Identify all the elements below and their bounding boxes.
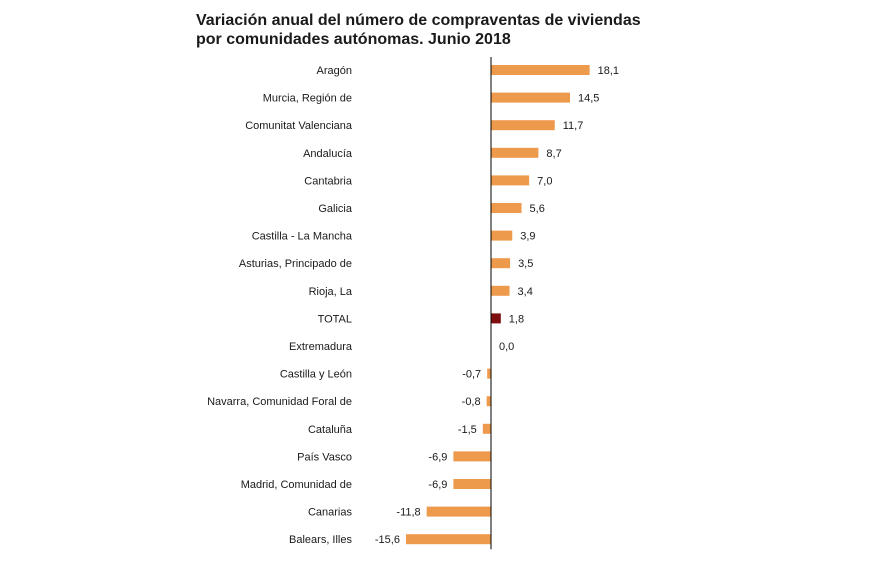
bar-cantabria xyxy=(491,175,530,186)
bars-layer xyxy=(405,65,590,545)
category-label-murcia-region-de: Murcia, Región de xyxy=(263,93,352,105)
value-label-andalucia: 8,7 xyxy=(546,148,561,160)
category-label-pais-vasco: País Vasco xyxy=(297,451,352,463)
bar-madrid-comunidad-de xyxy=(453,479,491,489)
value-label-asturias-principado-de: 3,5 xyxy=(518,258,533,270)
category-label-balears-illes: Balears, Illes xyxy=(289,534,352,546)
category-label-total: TOTAL xyxy=(318,313,352,325)
bar-andalucia xyxy=(491,147,539,158)
category-label-madrid-comunidad-de: Madrid, Comunidad de xyxy=(241,479,352,491)
category-label-galicia: Galicia xyxy=(318,203,353,215)
category-label-aragon: Aragón xyxy=(317,65,352,77)
category-label-andalucia: Andalucía xyxy=(303,148,353,160)
bar-cataluna xyxy=(482,423,491,434)
bar-aragon xyxy=(491,65,590,75)
value-label-total: 1,8 xyxy=(509,313,524,325)
category-label-cantabria: Cantabria xyxy=(304,175,353,187)
bar-balears-illes xyxy=(405,534,491,545)
value-label-navarra-comunidad-foral-de: -0,8 xyxy=(462,396,481,408)
value-label-pais-vasco: -6,9 xyxy=(428,451,447,463)
bar-total xyxy=(491,313,501,324)
value-label-cataluna: -1,5 xyxy=(458,424,477,436)
bar-comunitat-valenciana xyxy=(491,120,555,131)
value-label-castilla-y-leon: -0,7 xyxy=(462,369,481,381)
category-label-cataluna: Cataluña xyxy=(308,424,353,436)
category-label-navarra-comunidad-foral-de: Navarra, Comunidad Foral de xyxy=(207,396,352,408)
category-label-rioja-la: Rioja, La xyxy=(309,286,353,298)
value-label-madrid-comunidad-de: -6,9 xyxy=(428,479,447,491)
value-label-balears-illes: -15,6 xyxy=(375,534,400,546)
value-label-galicia: 5,6 xyxy=(530,203,545,215)
category-label-castilla-y-leon: Castilla y León xyxy=(280,369,352,381)
value-label-extremadura: 0,0 xyxy=(499,341,514,353)
value-label-aragon: 18,1 xyxy=(598,65,619,77)
category-label-extremadura: Extremadura xyxy=(289,341,353,353)
labels-layer: Aragón 18,1 Murcia, Región de 14,5 Comunitat… xyxy=(207,65,619,546)
bar-galicia xyxy=(491,203,522,213)
category-label-canarias: Canarias xyxy=(308,507,353,519)
bar-rioja-la xyxy=(491,285,510,296)
category-label-asturias-principado-de: Asturias, Principado de xyxy=(239,258,352,270)
bar-navarra-comunidad-foral-de xyxy=(486,396,491,407)
value-label-canarias: -11,8 xyxy=(396,507,420,519)
bar-pais-vasco xyxy=(453,451,491,462)
value-label-murcia-region-de: 14,5 xyxy=(578,93,599,105)
bar-murcia-region-de xyxy=(491,92,571,103)
category-label-comunitat-valenciana: Comunitat Valenciana xyxy=(245,120,353,132)
bar-castilla-la-mancha xyxy=(491,230,513,241)
value-label-rioja-la: 3,4 xyxy=(518,286,533,298)
value-label-cantabria: 7,0 xyxy=(537,175,552,187)
value-label-castilla-la-mancha: 3,9 xyxy=(520,231,535,243)
bar-canarias xyxy=(426,506,491,517)
value-label-comunitat-valenciana: 11,7 xyxy=(563,120,584,132)
category-label-castilla-la-mancha: Castilla - La Mancha xyxy=(252,231,353,243)
chart-title: Variación anual del número de compravent… xyxy=(196,12,641,48)
bar-castilla-y-leon xyxy=(487,368,491,379)
bar-asturias-principado-de xyxy=(491,258,511,269)
